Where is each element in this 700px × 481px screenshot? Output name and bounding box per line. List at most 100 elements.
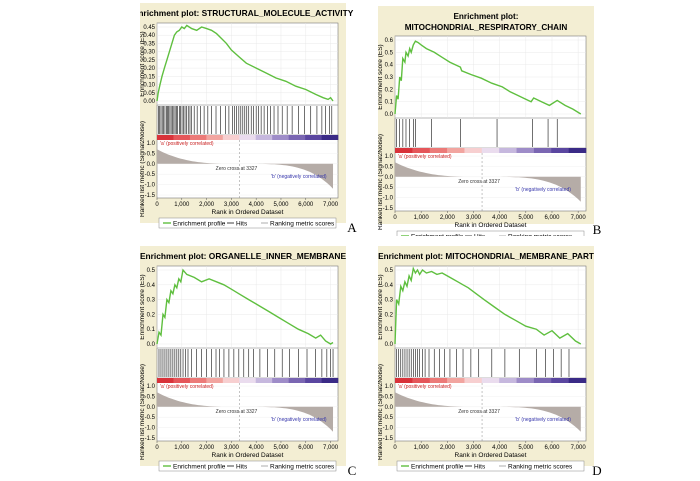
x-tick-label: 2,000 — [199, 445, 215, 451]
rank-color-band-segment — [305, 135, 322, 140]
rank-color-band-segment — [447, 378, 465, 383]
legend-label: Enrichment profile — [411, 234, 464, 237]
x-tick-label: 6,000 — [298, 202, 314, 208]
rank-color-band-segment — [321, 135, 339, 140]
metric-tick-label: 0.5 — [385, 394, 394, 400]
enrichment-profile-line — [394, 40, 582, 115]
gsea-panel-b: Enrichment plot: MITOCHONDRIAL_RESPIRATOR… — [378, 6, 606, 236]
enrichment-profile-line — [156, 24, 334, 102]
zero-cross-label: Zero cross at 3327 — [216, 409, 258, 415]
panel-letter: C — [348, 463, 357, 478]
panel-svg: Enrichment plot: STRUCTURAL_MOLECULE_ACT… — [140, 3, 357, 235]
metric-tick-label: 1.0 — [385, 384, 394, 390]
metric-tick-label: 1.0 — [385, 154, 394, 160]
panel-letter: A — [347, 220, 357, 235]
x-tick-label: 3,000 — [466, 445, 482, 451]
zero-cross-label: Zero cross at 3327 — [458, 409, 500, 415]
positive-label: 'a' (positively correlated) — [160, 384, 214, 390]
panel-title: Enrichment plot: ORGANELLE_INNER_MEMBRAN… — [140, 251, 346, 261]
es-tick-label: 0.4 — [385, 283, 394, 289]
rank-color-band-segment — [395, 378, 413, 383]
es-tick-label: 0.6 — [385, 38, 394, 44]
rank-color-band-segment — [412, 378, 431, 383]
rank-color-band-segment — [272, 378, 289, 383]
metric-tick-label: -0.5 — [383, 185, 394, 191]
x-tick-label: 4,000 — [492, 445, 508, 451]
legend-box — [396, 460, 585, 472]
x-tick-label: 0 — [393, 445, 397, 451]
metric-tick-label: 1.0 — [147, 384, 156, 390]
rank-color-band-segment — [222, 378, 240, 383]
metric-tick-label: 0.5 — [385, 164, 394, 170]
rank-color-band-segment — [533, 148, 552, 153]
metric-tick-label: -1.5 — [145, 193, 156, 199]
rank-color-band-segment — [464, 148, 483, 153]
positive-label: 'a' (positively correlated) — [398, 384, 452, 390]
gsea-panel-d: Enrichment plot: MITOCHONDRIAL_MEMBRANE_… — [378, 246, 606, 478]
es-tick-label: 0.5 — [385, 50, 394, 56]
es-tick-label: 0.5 — [147, 268, 156, 274]
metric-tick-label: 0.5 — [147, 151, 156, 157]
es-tick-label: 0.2 — [385, 312, 394, 318]
x-tick-label: 6,000 — [544, 445, 560, 451]
es-tick-label: 0.2 — [147, 312, 156, 318]
rank-color-band-segment — [568, 148, 587, 153]
legend-box — [396, 230, 585, 236]
negative-label: 'b' (negatively correlated) — [515, 187, 571, 193]
rank-color-band-segment — [173, 378, 191, 383]
metric-tick-label: -0.5 — [145, 415, 156, 421]
metric-axis-label: Ranked list metric (Signal2Noise) — [378, 364, 384, 460]
x-tick-label: 0 — [155, 445, 159, 451]
rank-color-band-segment — [321, 378, 339, 383]
enrichment-profile-line — [394, 266, 582, 345]
x-tick-label: 3,000 — [466, 215, 482, 221]
metric-tick-label: -1.5 — [383, 206, 394, 212]
es-tick-label: 0.3 — [147, 298, 156, 304]
x-tick-label: 2,000 — [440, 445, 456, 451]
rank-color-band-segment — [305, 378, 322, 383]
rank-color-band-segment — [189, 135, 207, 140]
legend-label: Ranking metric scores — [270, 464, 335, 471]
rank-color-band-segment — [568, 378, 587, 383]
negative-label: 'b' (negatively correlated) — [271, 174, 327, 180]
es-tick-label: 0.0 — [385, 342, 394, 348]
metric-tick-label: -1.5 — [383, 436, 394, 442]
rank-color-band-segment — [533, 378, 552, 383]
x-axis-label: Rank in Ordered Dataset — [455, 222, 527, 229]
rank-color-band-segment — [173, 135, 191, 140]
x-axis-label: Rank in Ordered Dataset — [455, 452, 527, 459]
panel-svg: Enrichment plot: ORGANELLE_INNER_MEMBRAN… — [140, 246, 357, 478]
x-tick-label: 3,000 — [224, 445, 240, 451]
metric-tick-label: -1.0 — [145, 183, 156, 189]
rank-color-band-segment — [206, 135, 224, 140]
es-tick-label: 0.00 — [143, 99, 155, 105]
es-tick-label: 0.30 — [143, 50, 155, 56]
es-tick-label: 0.1 — [385, 100, 394, 106]
metric-tick-label: -1.5 — [145, 436, 156, 442]
negative-label: 'b' (negatively correlated) — [515, 417, 571, 423]
es-tick-label: 0.0 — [385, 112, 394, 118]
x-tick-label: 7,000 — [323, 445, 339, 451]
rank-color-band-segment — [481, 378, 500, 383]
x-tick-label: 4,000 — [492, 215, 508, 221]
x-tick-label: 2,000 — [440, 215, 456, 221]
legend-label: Enrichment profile — [411, 464, 464, 471]
metric-axis-label: Ranked list metric (Signal2Noise) — [140, 121, 146, 217]
es-tick-label: 0.4 — [147, 283, 156, 289]
es-tick-label: 0.3 — [385, 75, 394, 81]
metric-tick-label: -0.5 — [383, 415, 394, 421]
es-tick-label: 0.3 — [385, 298, 394, 304]
x-tick-label: 1,000 — [174, 445, 190, 451]
metric-tick-label: 0.5 — [147, 394, 156, 400]
legend-label: Enrichment profile — [173, 464, 226, 471]
x-tick-label: 1,000 — [414, 215, 430, 221]
rank-color-band-segment — [499, 148, 517, 153]
x-tick-label: 6,000 — [298, 445, 314, 451]
rank-color-band-segment — [412, 148, 431, 153]
metric-tick-label: -1.0 — [383, 426, 394, 432]
gsea-panel-c: Enrichment plot: ORGANELLE_INNER_MEMBRAN… — [140, 246, 358, 478]
es-axis-label: Enrichment score (ES) — [140, 31, 146, 96]
x-tick-label: 7,000 — [571, 215, 587, 221]
zero-cross-label: Zero cross at 3327 — [216, 166, 258, 172]
rank-color-band-segment — [481, 148, 500, 153]
